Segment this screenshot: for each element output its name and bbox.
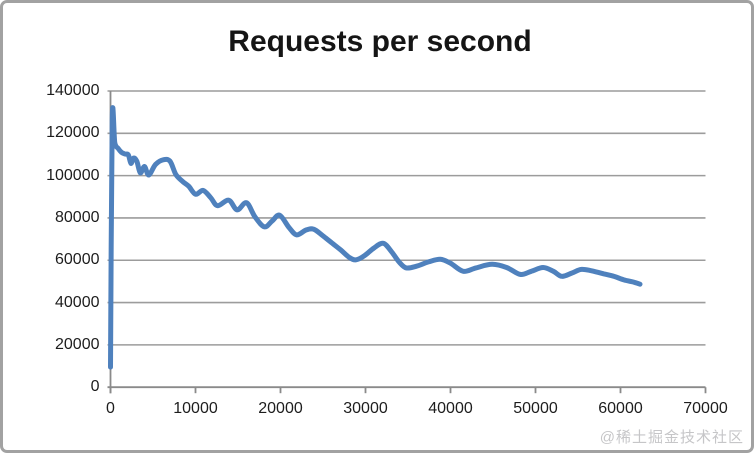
y-tick-label: 60000 bbox=[55, 251, 100, 269]
y-tick-label: 140000 bbox=[46, 82, 100, 99]
y-tick-label: 120000 bbox=[46, 124, 100, 142]
y-tick-label: 40000 bbox=[55, 293, 100, 311]
x-tick-label: 70000 bbox=[683, 400, 728, 418]
x-tick-label: 40000 bbox=[428, 400, 473, 418]
y-tick-label: 20000 bbox=[55, 335, 100, 353]
y-tick-label: 80000 bbox=[55, 208, 100, 226]
x-tick-label: 0 bbox=[106, 400, 115, 418]
chart-title: Requests per second bbox=[228, 25, 532, 58]
x-tick-label: 60000 bbox=[598, 400, 643, 418]
y-tick-label: 0 bbox=[90, 378, 100, 396]
x-tick-label: 30000 bbox=[343, 400, 388, 418]
x-tick-label: 50000 bbox=[513, 400, 558, 418]
x-tick-label: 20000 bbox=[258, 400, 303, 418]
series-line bbox=[108, 105, 643, 370]
x-tick-label: 10000 bbox=[173, 400, 218, 418]
watermark: @稀土掘金技术社区 bbox=[599, 429, 744, 446]
plot-area bbox=[107, 90, 707, 394]
y-tick-label: 100000 bbox=[46, 166, 100, 184]
